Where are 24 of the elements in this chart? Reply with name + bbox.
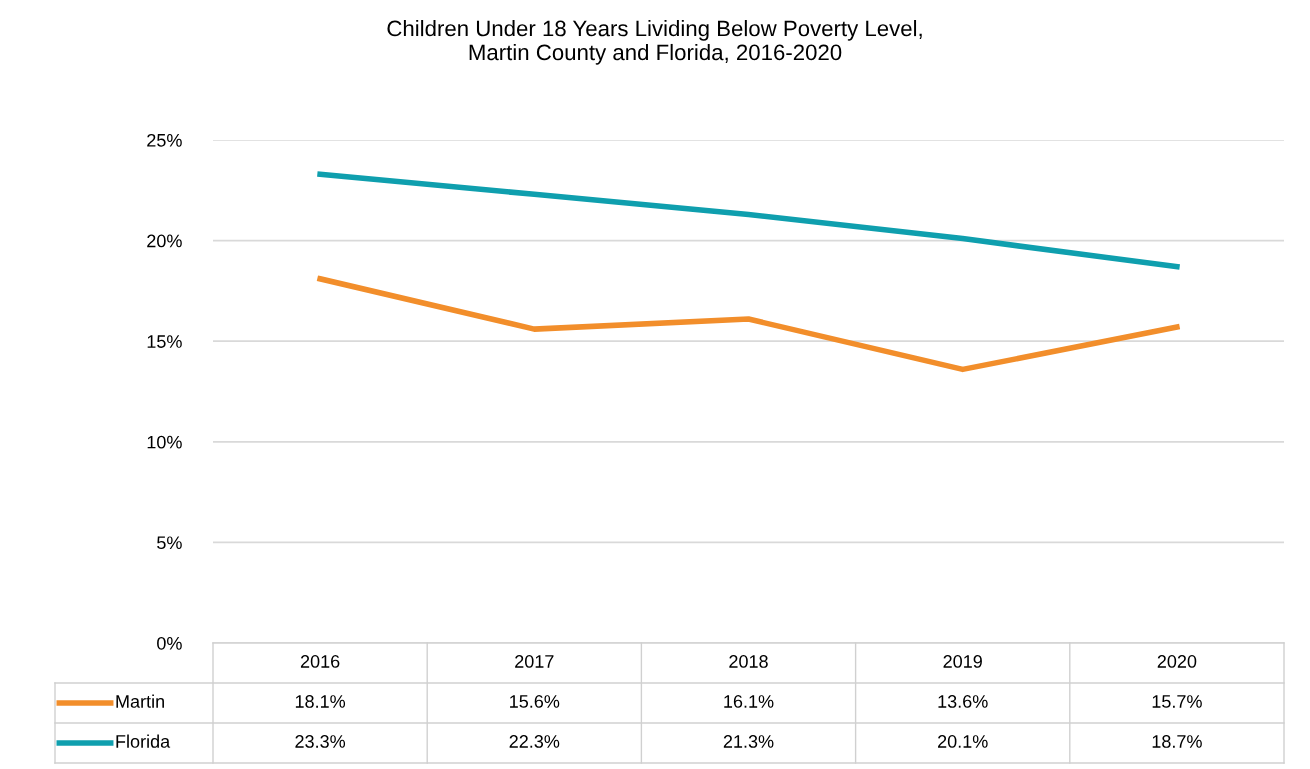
x-tick-label: 2017 xyxy=(515,655,554,668)
data-label: 15.7% xyxy=(1152,695,1202,708)
x-tick-label: 2019 xyxy=(943,655,982,668)
data-label: 13.6% xyxy=(938,695,988,708)
y-tick-label: 0% xyxy=(157,636,182,650)
chart-title: Children Under 18 Years Lividing Below Poverty Level, Martin County and Florida, 2016-2020 xyxy=(387,20,922,65)
x-tick-label: 2020 xyxy=(1157,655,1197,668)
data-label: 15.6% xyxy=(510,695,560,708)
data-label: 18.1% xyxy=(295,695,346,708)
data-label: 20.1% xyxy=(938,735,988,748)
y-tick-label: 20% xyxy=(147,234,182,248)
y-tick-label: 10% xyxy=(147,435,182,449)
y-tick-label: 15% xyxy=(147,335,182,348)
data-label: 18.7% xyxy=(1152,735,1202,748)
legend-label: Florida xyxy=(116,734,171,748)
data-label: 23.3% xyxy=(295,735,346,748)
x-tick-label: 2016 xyxy=(300,655,340,668)
data-label: 22.3% xyxy=(509,735,560,748)
data-label: 21.3% xyxy=(723,735,774,748)
x-tick-label: 2018 xyxy=(729,655,768,668)
y-tick-label: 5% xyxy=(157,536,182,550)
y-tick-label: 25% xyxy=(147,133,182,147)
data-label: 16.1% xyxy=(724,695,774,708)
legend-label: Martin xyxy=(116,694,164,708)
